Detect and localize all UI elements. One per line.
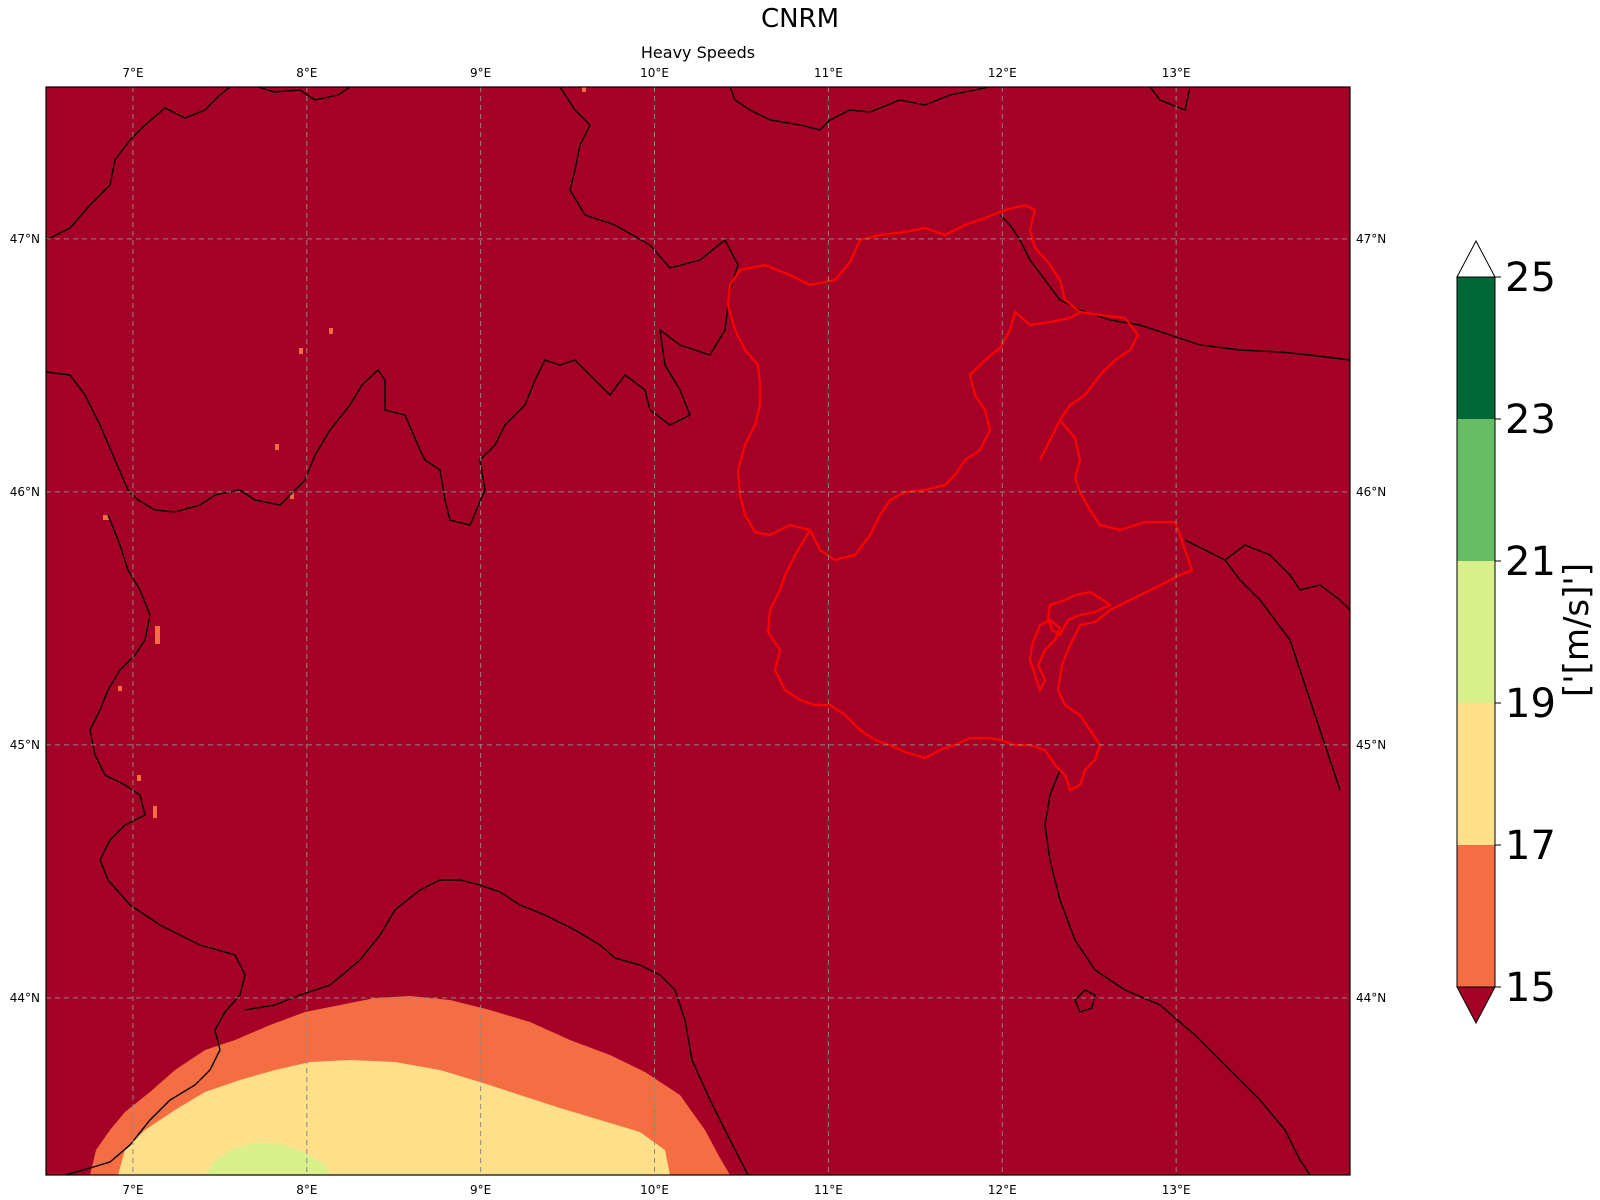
colorbar-tick-label: 23 [1505, 397, 1556, 443]
colorbar-segment-21-23 [1457, 419, 1495, 561]
colorbar-label: ['[m/s]'] [1557, 563, 1597, 697]
lat-tick-label-right: 47°N [1356, 232, 1386, 246]
colorbar-over-extension [1456, 239, 1496, 278]
lon-tick-label-bottom: 13°E [1162, 1183, 1191, 1197]
colorbar-segment-15-17 [1457, 845, 1495, 987]
colorbar-tick-label: 19 [1505, 681, 1556, 727]
latitude-labels-right: 44°N 45°N 46°N 47°N [1356, 232, 1386, 1005]
lon-tick-label-bottom: 12°E [988, 1183, 1017, 1197]
lon-tick-label-top: 9°E [470, 66, 491, 80]
longitude-labels-top: 7°E 8°E 9°E 10°E 11°E 12°E 13°E [122, 66, 1190, 80]
map-subtitle: Heavy Speeds [640, 43, 756, 62]
lat-tick-label-left: 47°N [10, 232, 40, 246]
colorbar-tick-label: 17 [1505, 823, 1556, 869]
colorbar-segment-23-25 [1457, 277, 1495, 419]
speed-band-19-21 [205, 1142, 330, 1175]
lon-tick-label-bottom: 11°E [814, 1183, 843, 1197]
lat-tick-label-right: 44°N [1356, 991, 1386, 1005]
colorbar-segment-19-21 [1457, 561, 1495, 703]
lat-tick-label-left: 44°N [10, 991, 40, 1005]
lon-tick-label-top: 11°E [814, 66, 843, 80]
map-area [46, 87, 1350, 1175]
map-frame [45, 86, 1351, 1176]
colorbar-frame [1456, 276, 1496, 988]
lon-tick-label-top: 8°E [296, 66, 317, 80]
lon-tick-label-bottom: 9°E [470, 1183, 491, 1197]
latitude-labels-left: 44°N 45°N 46°N 47°N [10, 232, 40, 1005]
colorbar: 15 17 19 21 23 25 [1456, 239, 1556, 1025]
colorbar-tick-label: 21 [1505, 539, 1556, 585]
longitude-labels-bottom: 7°E 8°E 9°E 10°E 11°E 12°E 13°E [122, 1183, 1190, 1197]
colorbar-tick-label: 15 [1505, 965, 1556, 1011]
lon-tick-label-bottom: 8°E [296, 1183, 317, 1197]
lon-tick-label-top: 10°E [640, 66, 669, 80]
colorbar-under-extension [1456, 986, 1496, 1025]
figure-title: CNRM [760, 4, 840, 34]
lat-tick-label-left: 46°N [10, 485, 40, 499]
coastlines-and-borders [46, 87, 1350, 1175]
map-gridlines [46, 87, 1350, 1175]
lon-tick-label-bottom: 10°E [640, 1183, 669, 1197]
colorbar-tick-label: 25 [1505, 255, 1556, 301]
lat-tick-label-right: 46°N [1356, 485, 1386, 499]
lat-tick-label-right: 45°N [1356, 738, 1386, 752]
isolated-speed-cells [103, 87, 586, 818]
colorbar-segment-17-19 [1457, 703, 1495, 845]
lon-tick-label-top: 12°E [988, 66, 1017, 80]
highlighted-region-outline [726, 203, 1194, 792]
lon-tick-label-top: 7°E [122, 66, 143, 80]
lon-tick-label-top: 13°E [1162, 66, 1191, 80]
lon-tick-label-bottom: 7°E [122, 1183, 143, 1197]
lat-tick-label-left: 45°N [10, 738, 40, 752]
